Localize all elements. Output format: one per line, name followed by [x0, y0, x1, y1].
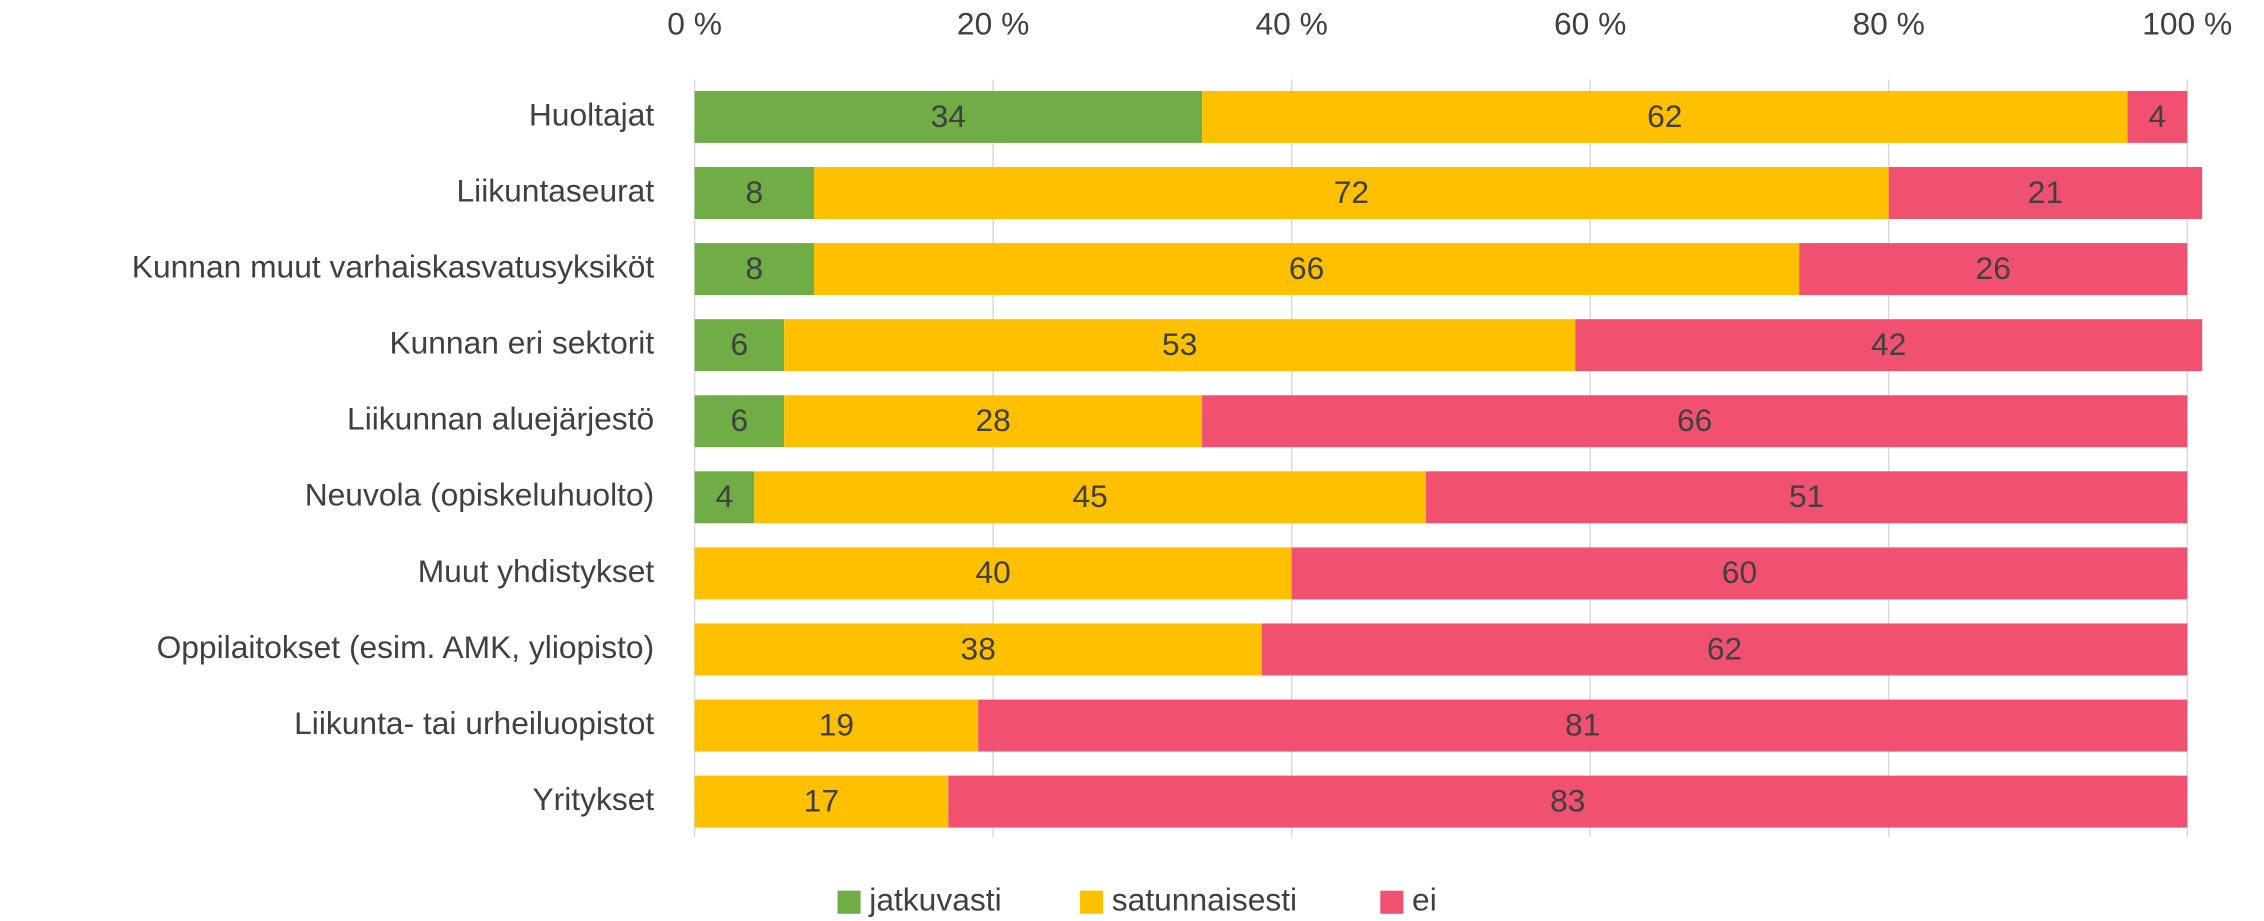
y-tick-label: Muut yhdistykset: [418, 553, 655, 589]
bar-segment: [1261, 623, 2188, 676]
data-label: 81: [1565, 706, 1600, 742]
y-tick-label: Liikunta- tai urheiluopistot: [294, 705, 654, 741]
bar-segment: [694, 395, 785, 448]
bar-segment: [694, 167, 815, 219]
legend-swatch: [1380, 890, 1404, 914]
data-label: 60: [1722, 554, 1757, 590]
bar-segment: [694, 90, 1203, 143]
data-label: 19: [819, 706, 854, 742]
bar-segment: [694, 547, 1292, 600]
data-label: 62: [1707, 630, 1742, 666]
bar-segment: [694, 699, 979, 752]
data-label: 66: [1677, 402, 1712, 438]
data-label: 8: [745, 250, 763, 286]
y-tick-label: Yritykset: [532, 781, 654, 817]
y-tick-label: Liikunnan aluejärjestö: [347, 401, 654, 437]
x-tick-label: 60 %: [1554, 5, 1626, 41]
legend-label: ei: [1412, 882, 1437, 918]
bar-segment: [694, 319, 785, 372]
data-label: 66: [1289, 250, 1324, 286]
x-tick-label: 20 %: [957, 5, 1029, 41]
bar-segment: [784, 395, 1203, 448]
bar-segment: [978, 699, 2188, 752]
data-label: 34: [931, 98, 966, 134]
data-label: 17: [804, 782, 839, 818]
bar-segment: [694, 623, 1262, 676]
legend-label: jatkuvasti: [868, 882, 1001, 918]
bar-segment: [1799, 243, 2188, 296]
x-tick-label: 80 %: [1853, 5, 1925, 41]
bar-segment: [784, 319, 1576, 372]
data-label: 62: [1647, 98, 1682, 134]
bar-segment: [754, 471, 1426, 524]
data-label: 51: [1789, 478, 1824, 514]
data-label: 83: [1550, 782, 1585, 818]
data-label: 72: [1334, 174, 1369, 210]
y-tick-label: Kunnan muut varhaiskasvatusyksiköt: [132, 248, 655, 284]
data-label: 21: [2028, 174, 2063, 210]
bar-segment: [694, 471, 755, 524]
bar-segment: [1202, 395, 2188, 448]
data-label: 6: [731, 326, 749, 362]
bar-segment: [948, 775, 2188, 828]
data-label: 40: [975, 554, 1010, 590]
y-tick-label: Huoltajat: [529, 96, 654, 132]
legend-swatch: [1080, 890, 1104, 914]
bar-segment: [1291, 547, 2188, 600]
bar-segment: [1425, 471, 2188, 524]
bar-segment: [694, 243, 815, 296]
data-label: 8: [745, 174, 763, 210]
y-tick-label: Kunnan eri sektorit: [389, 325, 654, 361]
y-tick-label: Neuvola (opiskeluhuolto): [305, 477, 654, 513]
legend-swatch: [837, 890, 861, 914]
bar-segment: [814, 243, 1800, 296]
bar-segment: [694, 775, 949, 828]
y-tick-label: Oppilaitokset (esim. AMK, yliopisto): [157, 629, 655, 665]
bar-segment: [1575, 319, 2203, 372]
data-label: 6: [731, 402, 749, 438]
data-label: 26: [1976, 250, 2011, 286]
data-label: 42: [1871, 326, 1906, 362]
x-tick-label: 0 %: [667, 5, 722, 41]
data-label: 28: [975, 402, 1010, 438]
data-label: 38: [961, 630, 996, 666]
data-label: 45: [1072, 478, 1107, 514]
bar-segment: [1202, 90, 2128, 143]
data-label: 53: [1162, 326, 1197, 362]
y-tick-label: Liikuntaseurat: [456, 172, 654, 208]
bar-segment: [2127, 90, 2188, 143]
bar-segment: [814, 167, 1889, 219]
legend-label: satunnaisesti: [1112, 882, 1297, 918]
data-label: 4: [716, 478, 734, 514]
bar-segment: [1888, 167, 2203, 219]
data-label: 4: [2149, 98, 2167, 134]
x-tick-label: 40 %: [1255, 5, 1327, 41]
x-tick-label: 100 %: [2142, 5, 2232, 41]
